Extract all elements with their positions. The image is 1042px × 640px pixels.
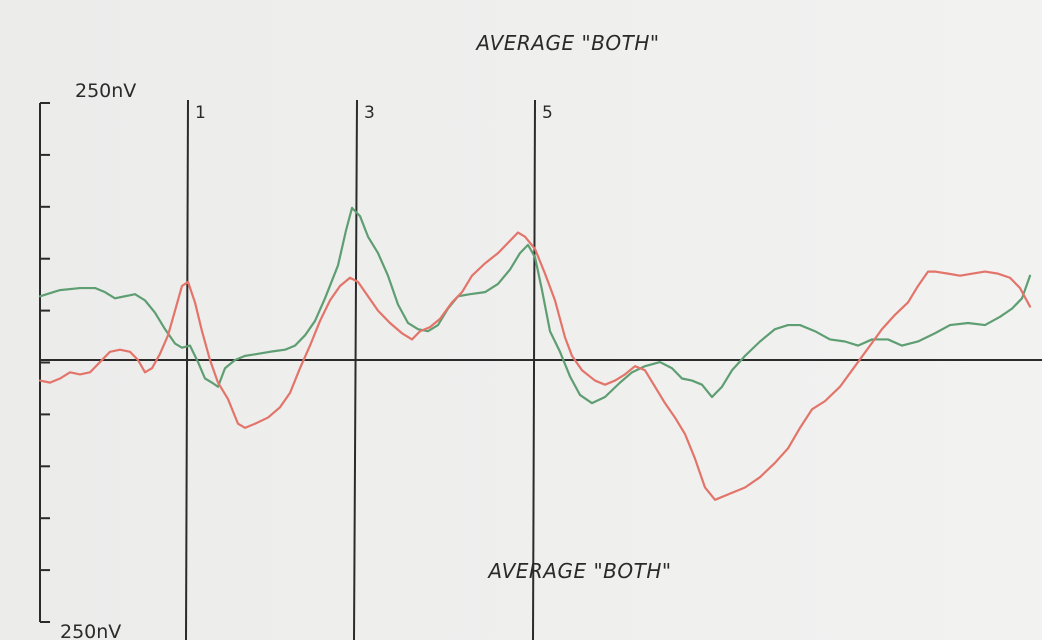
peak-marker-label-5: 5: [542, 103, 553, 123]
green-trace: [38, 206, 1032, 405]
peak-marker-5: [532, 99, 536, 640]
peak-marker-1: [185, 99, 189, 640]
bottom-caption: AVERAGE "BOTH": [486, 559, 671, 583]
peak-marker-label-3: 3: [364, 103, 375, 123]
y-axis-bottom-label: 250nV: [60, 621, 121, 640]
peak-marker-label-1: 1: [195, 103, 206, 123]
axes: [39, 102, 1042, 623]
traces: [38, 206, 1032, 501]
y-axis-top-label: 250nV: [75, 80, 136, 102]
red-trace: [38, 231, 1032, 501]
peak-marker-3: [353, 99, 358, 640]
peak-markers: 1 3 5: [185, 99, 553, 640]
chart-title: AVERAGE "BOTH": [474, 31, 659, 55]
